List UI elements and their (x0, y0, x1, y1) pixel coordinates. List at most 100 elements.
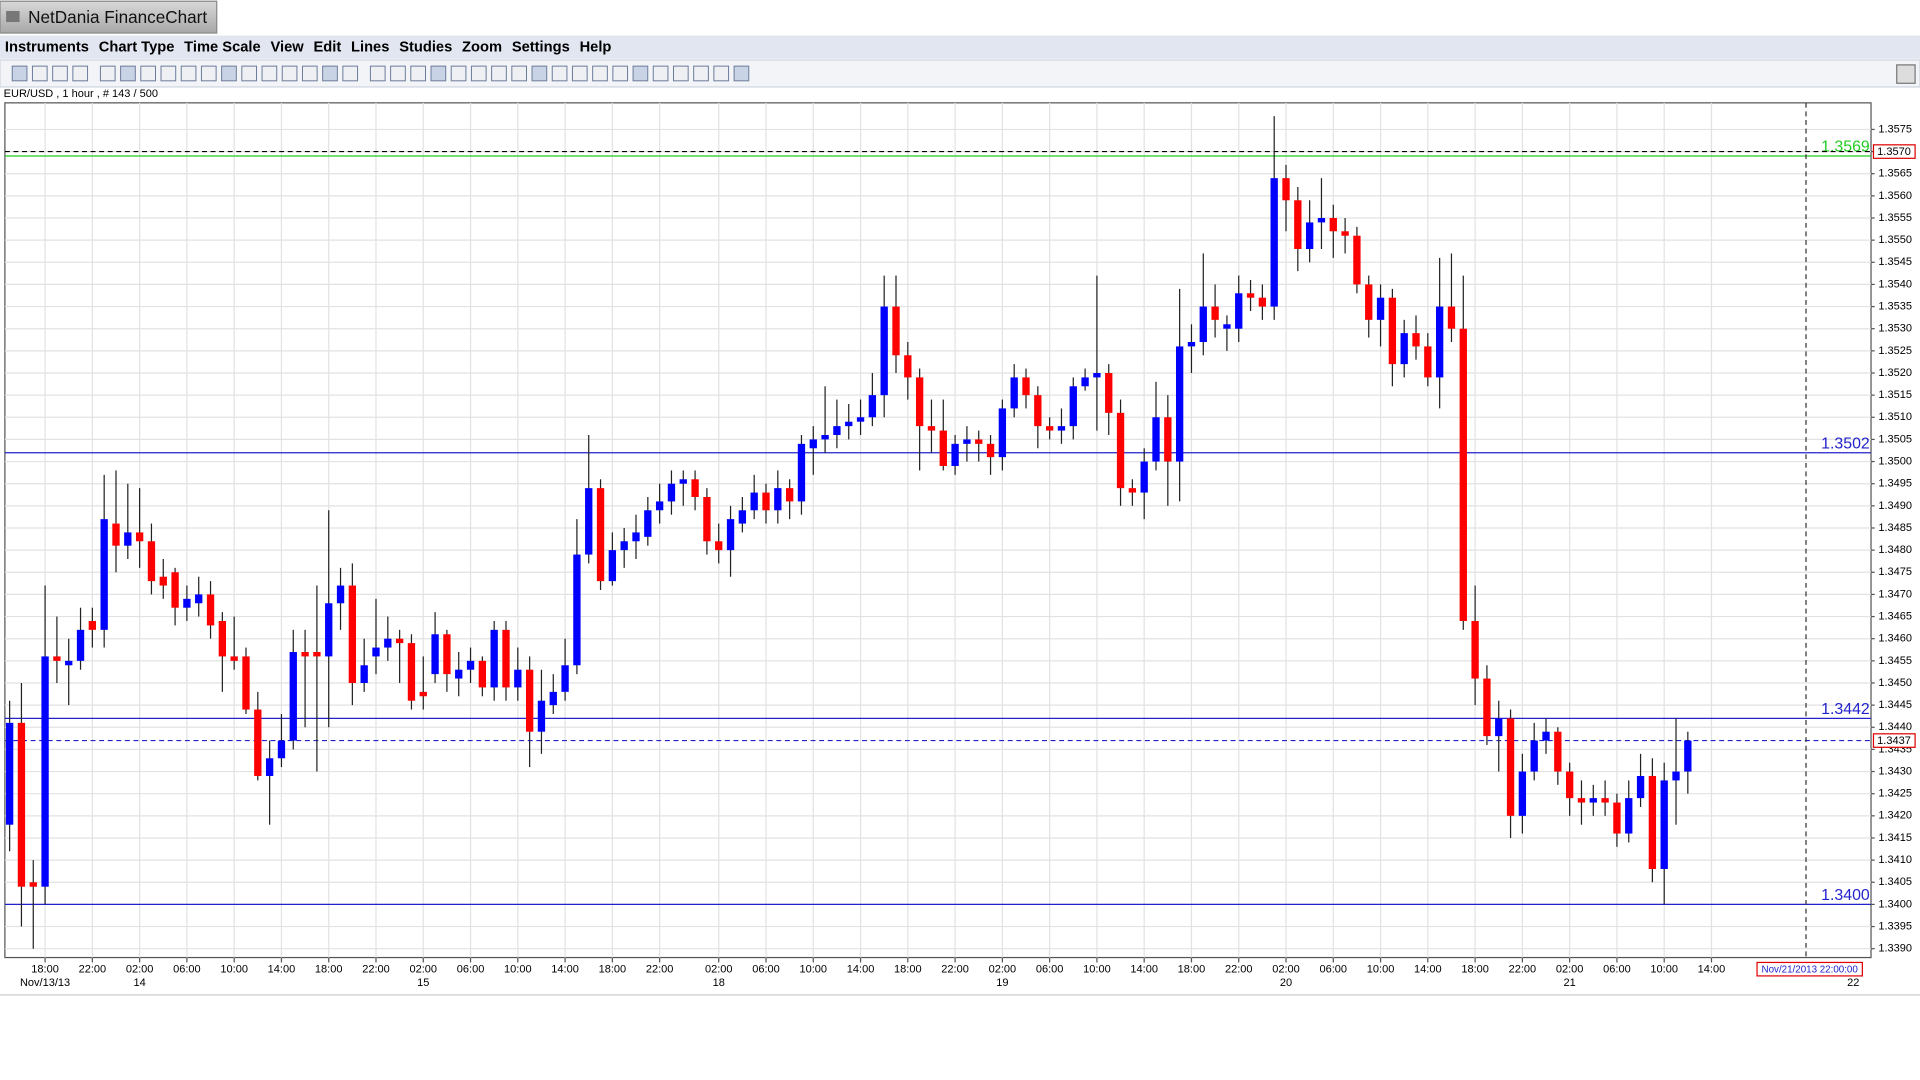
tool-button[interactable] (281, 65, 298, 82)
menu-item[interactable]: Settings (512, 40, 570, 56)
menu-item[interactable]: View (270, 40, 304, 56)
tool-button[interactable] (470, 65, 487, 82)
candle-body (183, 598, 191, 608)
tool-button[interactable] (72, 65, 89, 82)
candle-body (1199, 306, 1207, 342)
price-box (1872, 144, 1916, 159)
tool-button[interactable] (52, 65, 68, 82)
tool-button[interactable] (652, 65, 669, 82)
level-label: 1.3569 (1821, 139, 1870, 156)
candle-body (242, 656, 250, 710)
candle-body (218, 620, 227, 657)
tool-button[interactable] (410, 65, 426, 82)
candle-body (431, 634, 439, 675)
candle-body (561, 665, 569, 692)
x-tick-label: 22:00 (1225, 964, 1253, 976)
candle-body (525, 669, 534, 732)
cursor-box (1756, 961, 1863, 977)
chart-layer: 1.3390 1.3395 1.3400 1.3405 1.3410 1.3415 1.34… (4, 102, 1916, 989)
y-tick-label: 1.3415 (1878, 832, 1912, 844)
candle-body (1483, 678, 1491, 737)
tool-button[interactable] (491, 65, 507, 82)
tool-button[interactable] (592, 65, 608, 82)
candle-body (490, 629, 498, 688)
candle-body (1258, 297, 1267, 307)
candle-body (419, 691, 427, 697)
candle-body (100, 519, 108, 630)
candle-body (644, 510, 652, 537)
candle-body (1400, 333, 1408, 365)
tool-button[interactable] (241, 65, 258, 82)
menu-item[interactable]: Instruments (5, 40, 89, 56)
candle-body (892, 306, 900, 356)
tool-button[interactable] (693, 65, 709, 82)
menu-item[interactable]: Edit (313, 40, 341, 56)
candle-body (880, 306, 888, 396)
candle-body (915, 377, 924, 427)
tool-button[interactable] (120, 65, 136, 82)
menu-item[interactable]: Chart Type (99, 40, 175, 56)
tool-button[interactable] (632, 65, 649, 82)
tool-button[interactable] (140, 65, 156, 82)
candle-body (230, 656, 238, 661)
menu-item[interactable]: Studies (399, 40, 452, 56)
candle-body (301, 651, 309, 657)
tool-button[interactable] (11, 65, 28, 82)
menu-bar (0, 35, 1920, 59)
candle-body (856, 417, 865, 422)
tool-button[interactable] (531, 65, 548, 82)
menu-item[interactable]: Help (580, 40, 612, 56)
menu-item[interactable]: Time Scale (184, 40, 260, 56)
tool-button[interactable] (551, 65, 568, 82)
candle-body (29, 882, 37, 887)
x-tick-label: 14:00 (847, 964, 875, 976)
tool-button[interactable] (99, 65, 116, 82)
x-tick-label: 06:00 (457, 964, 485, 976)
tool-button[interactable] (261, 65, 278, 82)
tool-button[interactable] (713, 65, 730, 82)
candle-body (5, 722, 14, 825)
candle-body (1093, 372, 1101, 378)
tool-button[interactable] (180, 65, 197, 82)
candle-body (1116, 412, 1125, 489)
tool-button[interactable] (31, 65, 48, 82)
tool-button[interactable] (390, 65, 406, 82)
y-tick-label: 1.3540 (1878, 278, 1912, 290)
y-tick-label: 1.3560 (1878, 190, 1912, 202)
menu-item[interactable]: Lines (351, 40, 389, 56)
candle-body (1471, 620, 1479, 679)
x-tick-label: 18:00 (599, 964, 627, 976)
tool-button[interactable] (511, 65, 528, 82)
menu-item[interactable]: Zoom (462, 40, 502, 56)
tool-button[interactable] (612, 65, 629, 82)
tool-button[interactable] (450, 65, 467, 82)
panel-toggle[interactable] (1896, 64, 1916, 84)
tool-button[interactable] (221, 65, 237, 82)
candle-body (1577, 798, 1586, 803)
tool-button[interactable] (430, 65, 447, 82)
tool-button[interactable] (571, 65, 588, 82)
tool-button[interactable] (733, 65, 750, 82)
y-tick-label: 1.3485 (1878, 522, 1912, 534)
candle-body (147, 541, 156, 582)
candle-body (502, 629, 510, 688)
tool-button[interactable] (200, 65, 217, 82)
candle-body (124, 532, 132, 546)
candle-body (1329, 217, 1337, 232)
x-tick-label: 22:00 (1509, 964, 1537, 976)
x-tick-label: 06:00 (1319, 964, 1347, 976)
x-tick-label: 14:00 (551, 964, 579, 976)
x-tick-label: 06:00 (173, 964, 201, 976)
candle-body (1270, 178, 1278, 307)
y-tick-label: 1.3455 (1878, 655, 1912, 667)
tool-button[interactable] (342, 65, 359, 82)
tool-button[interactable] (301, 65, 318, 82)
x-tick-label: 14:00 (1130, 964, 1158, 976)
tool-button[interactable] (160, 65, 177, 82)
candle-body (809, 439, 817, 449)
tool-button[interactable] (369, 65, 386, 82)
tool-button[interactable] (672, 65, 689, 82)
candle-body (927, 426, 936, 431)
tool-button[interactable] (322, 65, 338, 82)
y-tick-label: 1.3535 (1878, 300, 1912, 312)
